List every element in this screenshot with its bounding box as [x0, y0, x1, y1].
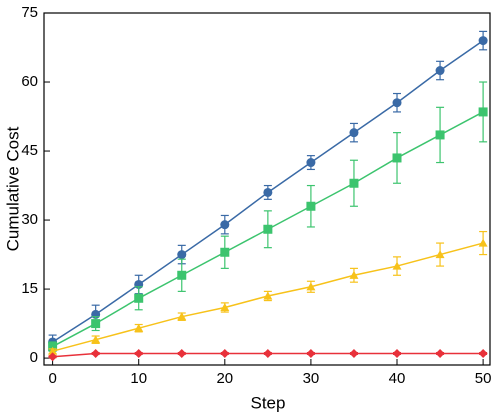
marker [392, 153, 402, 163]
y-tick-label: 60 [21, 73, 38, 90]
marker [91, 319, 101, 329]
marker [134, 293, 144, 303]
marker [134, 323, 144, 332]
x-tick-label: 20 [216, 370, 233, 387]
marker [478, 238, 488, 247]
marker [349, 128, 359, 138]
marker [220, 348, 230, 358]
marker [478, 36, 488, 46]
marker [306, 282, 316, 291]
marker [435, 130, 445, 140]
marker [478, 348, 488, 358]
marker [91, 348, 101, 358]
marker [392, 261, 402, 270]
marker [263, 348, 273, 358]
marker [220, 220, 230, 230]
marker [263, 224, 273, 234]
y-tick-label: 15 [21, 280, 38, 297]
x-tick-label: 10 [130, 370, 147, 387]
y-axis-label: Cumulative Cost [3, 126, 22, 251]
marker [177, 312, 187, 321]
y-tick-label: 30 [21, 211, 38, 228]
marker [263, 187, 273, 197]
marker [435, 250, 445, 259]
marker [435, 66, 445, 76]
marker [220, 247, 230, 257]
marker [220, 302, 230, 312]
marker [306, 158, 316, 168]
marker [134, 348, 144, 358]
marker [177, 348, 187, 358]
marker [392, 348, 402, 358]
marker [478, 107, 488, 117]
marker [48, 346, 58, 355]
marker [48, 352, 58, 362]
marker [392, 98, 402, 108]
x-axis-label: Step [251, 393, 286, 412]
x-tick-label: 0 [48, 370, 56, 387]
plot-frame [43, 12, 491, 366]
y-tick-label: 0 [30, 349, 38, 366]
x-tick-label: 40 [389, 370, 406, 387]
marker [48, 342, 58, 352]
x-tick-label: 30 [303, 370, 320, 387]
marker [306, 201, 316, 211]
marker [91, 335, 101, 344]
marker [306, 348, 316, 358]
y-tick-label: 75 [21, 4, 38, 21]
y-tick-label: 45 [21, 142, 38, 159]
marker [177, 270, 187, 280]
marker [349, 348, 359, 358]
marker [177, 250, 187, 260]
marker [263, 291, 273, 300]
marker [435, 348, 445, 358]
marker [349, 270, 359, 279]
x-tick-label: 50 [475, 370, 492, 387]
marker [349, 178, 359, 188]
